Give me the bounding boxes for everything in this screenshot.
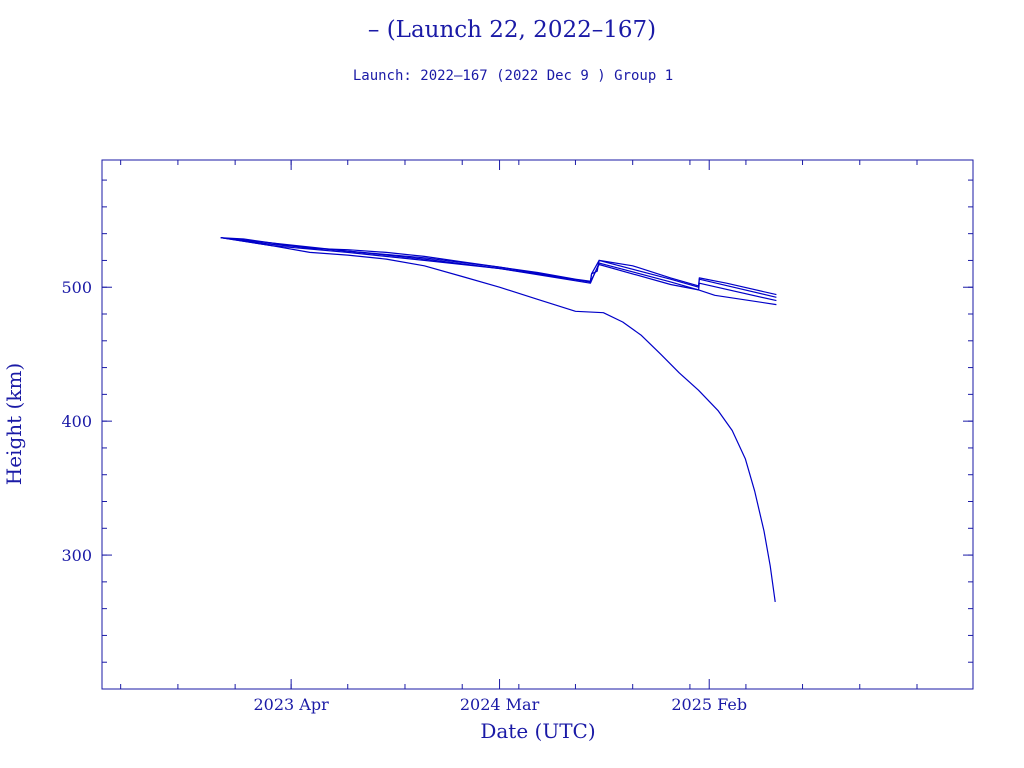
x-tick-label: 2023 Apr [254, 695, 330, 714]
series-line-5 [220, 237, 776, 602]
plot-frame [101, 159, 974, 690]
x-tick-label: 2024 Mar [460, 695, 540, 714]
y-axis-label: Height (km) [2, 363, 26, 485]
axis-ticks [102, 160, 974, 689]
chart-title: – (Launch 22, 2022–167) [368, 17, 656, 43]
y-tick-label: 400 [61, 412, 92, 431]
series-line-4 [220, 237, 777, 306]
x-tick-label: 2025 Feb [671, 695, 747, 714]
chart-subtitle: Launch: 2022–167 (2022 Dec 9 ) Group 1 [353, 68, 673, 84]
y-tick-label: 300 [61, 546, 92, 565]
y-tick-label: 500 [61, 278, 92, 297]
series-line-3 [220, 237, 777, 302]
tick-labels: 2023 Apr 2024 Mar 2025 Feb 300 400 500 [61, 278, 747, 714]
x-axis-label: Date (UTC) [480, 719, 595, 743]
series-group [220, 237, 777, 602]
